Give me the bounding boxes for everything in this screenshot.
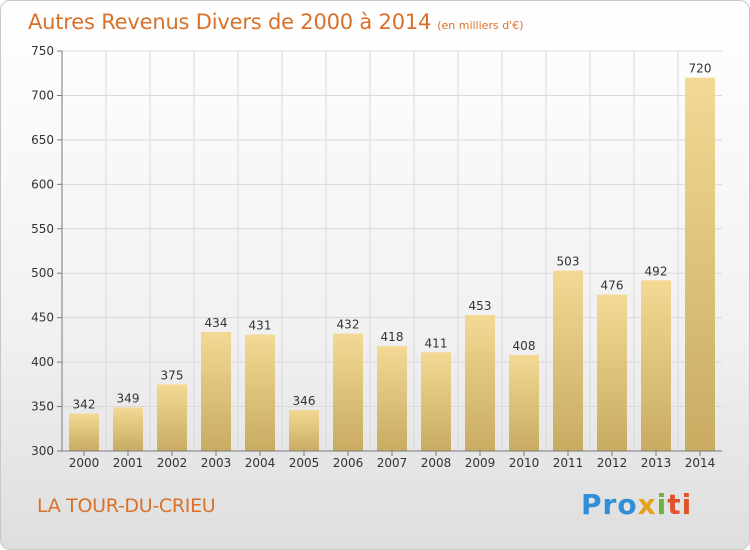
bar-value-label: 431 xyxy=(249,319,272,333)
y-tick-label: 400 xyxy=(31,355,54,369)
bar-2012[interactable] xyxy=(597,294,627,451)
logo-part-1: Pro xyxy=(581,488,638,521)
bar-2007[interactable] xyxy=(377,346,407,451)
bar-2004[interactable] xyxy=(245,334,275,451)
bar-value-label: 408 xyxy=(513,339,536,353)
bar-2013[interactable] xyxy=(641,280,671,451)
x-tick-label: 2009 xyxy=(465,456,496,470)
bar-value-label: 434 xyxy=(205,316,228,330)
y-tick-label: 700 xyxy=(31,88,54,102)
x-tick-label: 2012 xyxy=(597,456,628,470)
proxiti-logo[interactable]: Proxiti xyxy=(581,488,692,521)
bar-2001[interactable] xyxy=(113,407,143,451)
logo-part-3: i xyxy=(656,488,668,521)
bar-2005[interactable] xyxy=(289,410,319,451)
bar-value-label: 342 xyxy=(73,398,96,412)
y-tick-label: 650 xyxy=(31,133,54,147)
x-tick-label: 2011 xyxy=(553,456,584,470)
x-tick-label: 2007 xyxy=(377,456,408,470)
x-tick-label: 2008 xyxy=(421,456,452,470)
y-tick-label: 300 xyxy=(31,444,54,458)
bar-value-label: 375 xyxy=(161,368,184,382)
x-tick-label: 2010 xyxy=(509,456,540,470)
x-tick-label: 2000 xyxy=(69,456,100,470)
bar-value-label: 418 xyxy=(381,330,404,344)
bar-value-label: 453 xyxy=(469,299,492,313)
y-tick-label: 750 xyxy=(31,44,54,58)
bar-value-label: 432 xyxy=(337,318,360,332)
y-tick-label: 350 xyxy=(31,400,54,414)
chart-title-main: Autres Revenus Divers de 2000 à 2014 xyxy=(28,10,432,34)
x-tick-label: 2006 xyxy=(333,456,364,470)
bar-2008[interactable] xyxy=(421,352,451,451)
bar-value-label: 349 xyxy=(117,391,140,405)
bar-2010[interactable] xyxy=(509,355,539,451)
bar-value-label: 720 xyxy=(689,62,712,76)
bar-2006[interactable] xyxy=(333,333,363,451)
y-tick-label: 450 xyxy=(31,311,54,325)
bar-value-label: 346 xyxy=(293,394,316,408)
y-tick-label: 500 xyxy=(31,266,54,280)
bar-2002[interactable] xyxy=(157,384,187,451)
logo-part-2: x xyxy=(637,488,657,521)
x-tick-label: 2003 xyxy=(201,456,232,470)
bar-value-label: 503 xyxy=(557,255,580,269)
bar-2000[interactable] xyxy=(69,413,99,451)
x-tick-label: 2014 xyxy=(685,456,716,470)
x-tick-label: 2001 xyxy=(113,456,144,470)
bar-value-label: 492 xyxy=(645,264,668,278)
bar-2003[interactable] xyxy=(201,331,231,451)
chart-title-unit: (en milliers d'€) xyxy=(437,19,524,32)
bar-2014[interactable] xyxy=(685,77,715,452)
commune-name: LA TOUR-DU-CRIEU xyxy=(37,495,216,517)
x-tick-label: 2013 xyxy=(641,456,672,470)
bar-2009[interactable] xyxy=(465,315,495,451)
bar-2011[interactable] xyxy=(553,270,583,451)
x-tick-label: 2004 xyxy=(245,456,276,470)
chart-title: Autres Revenus Divers de 2000 à 2014 (en … xyxy=(28,10,523,34)
x-tick-label: 2002 xyxy=(157,456,188,470)
logo-part-4: ti xyxy=(667,488,693,521)
bar-value-label: 476 xyxy=(601,279,624,293)
bar-value-label: 411 xyxy=(425,336,448,350)
y-tick-label: 550 xyxy=(31,222,54,236)
y-tick-label: 600 xyxy=(31,177,54,191)
x-tick-label: 2005 xyxy=(289,456,320,470)
